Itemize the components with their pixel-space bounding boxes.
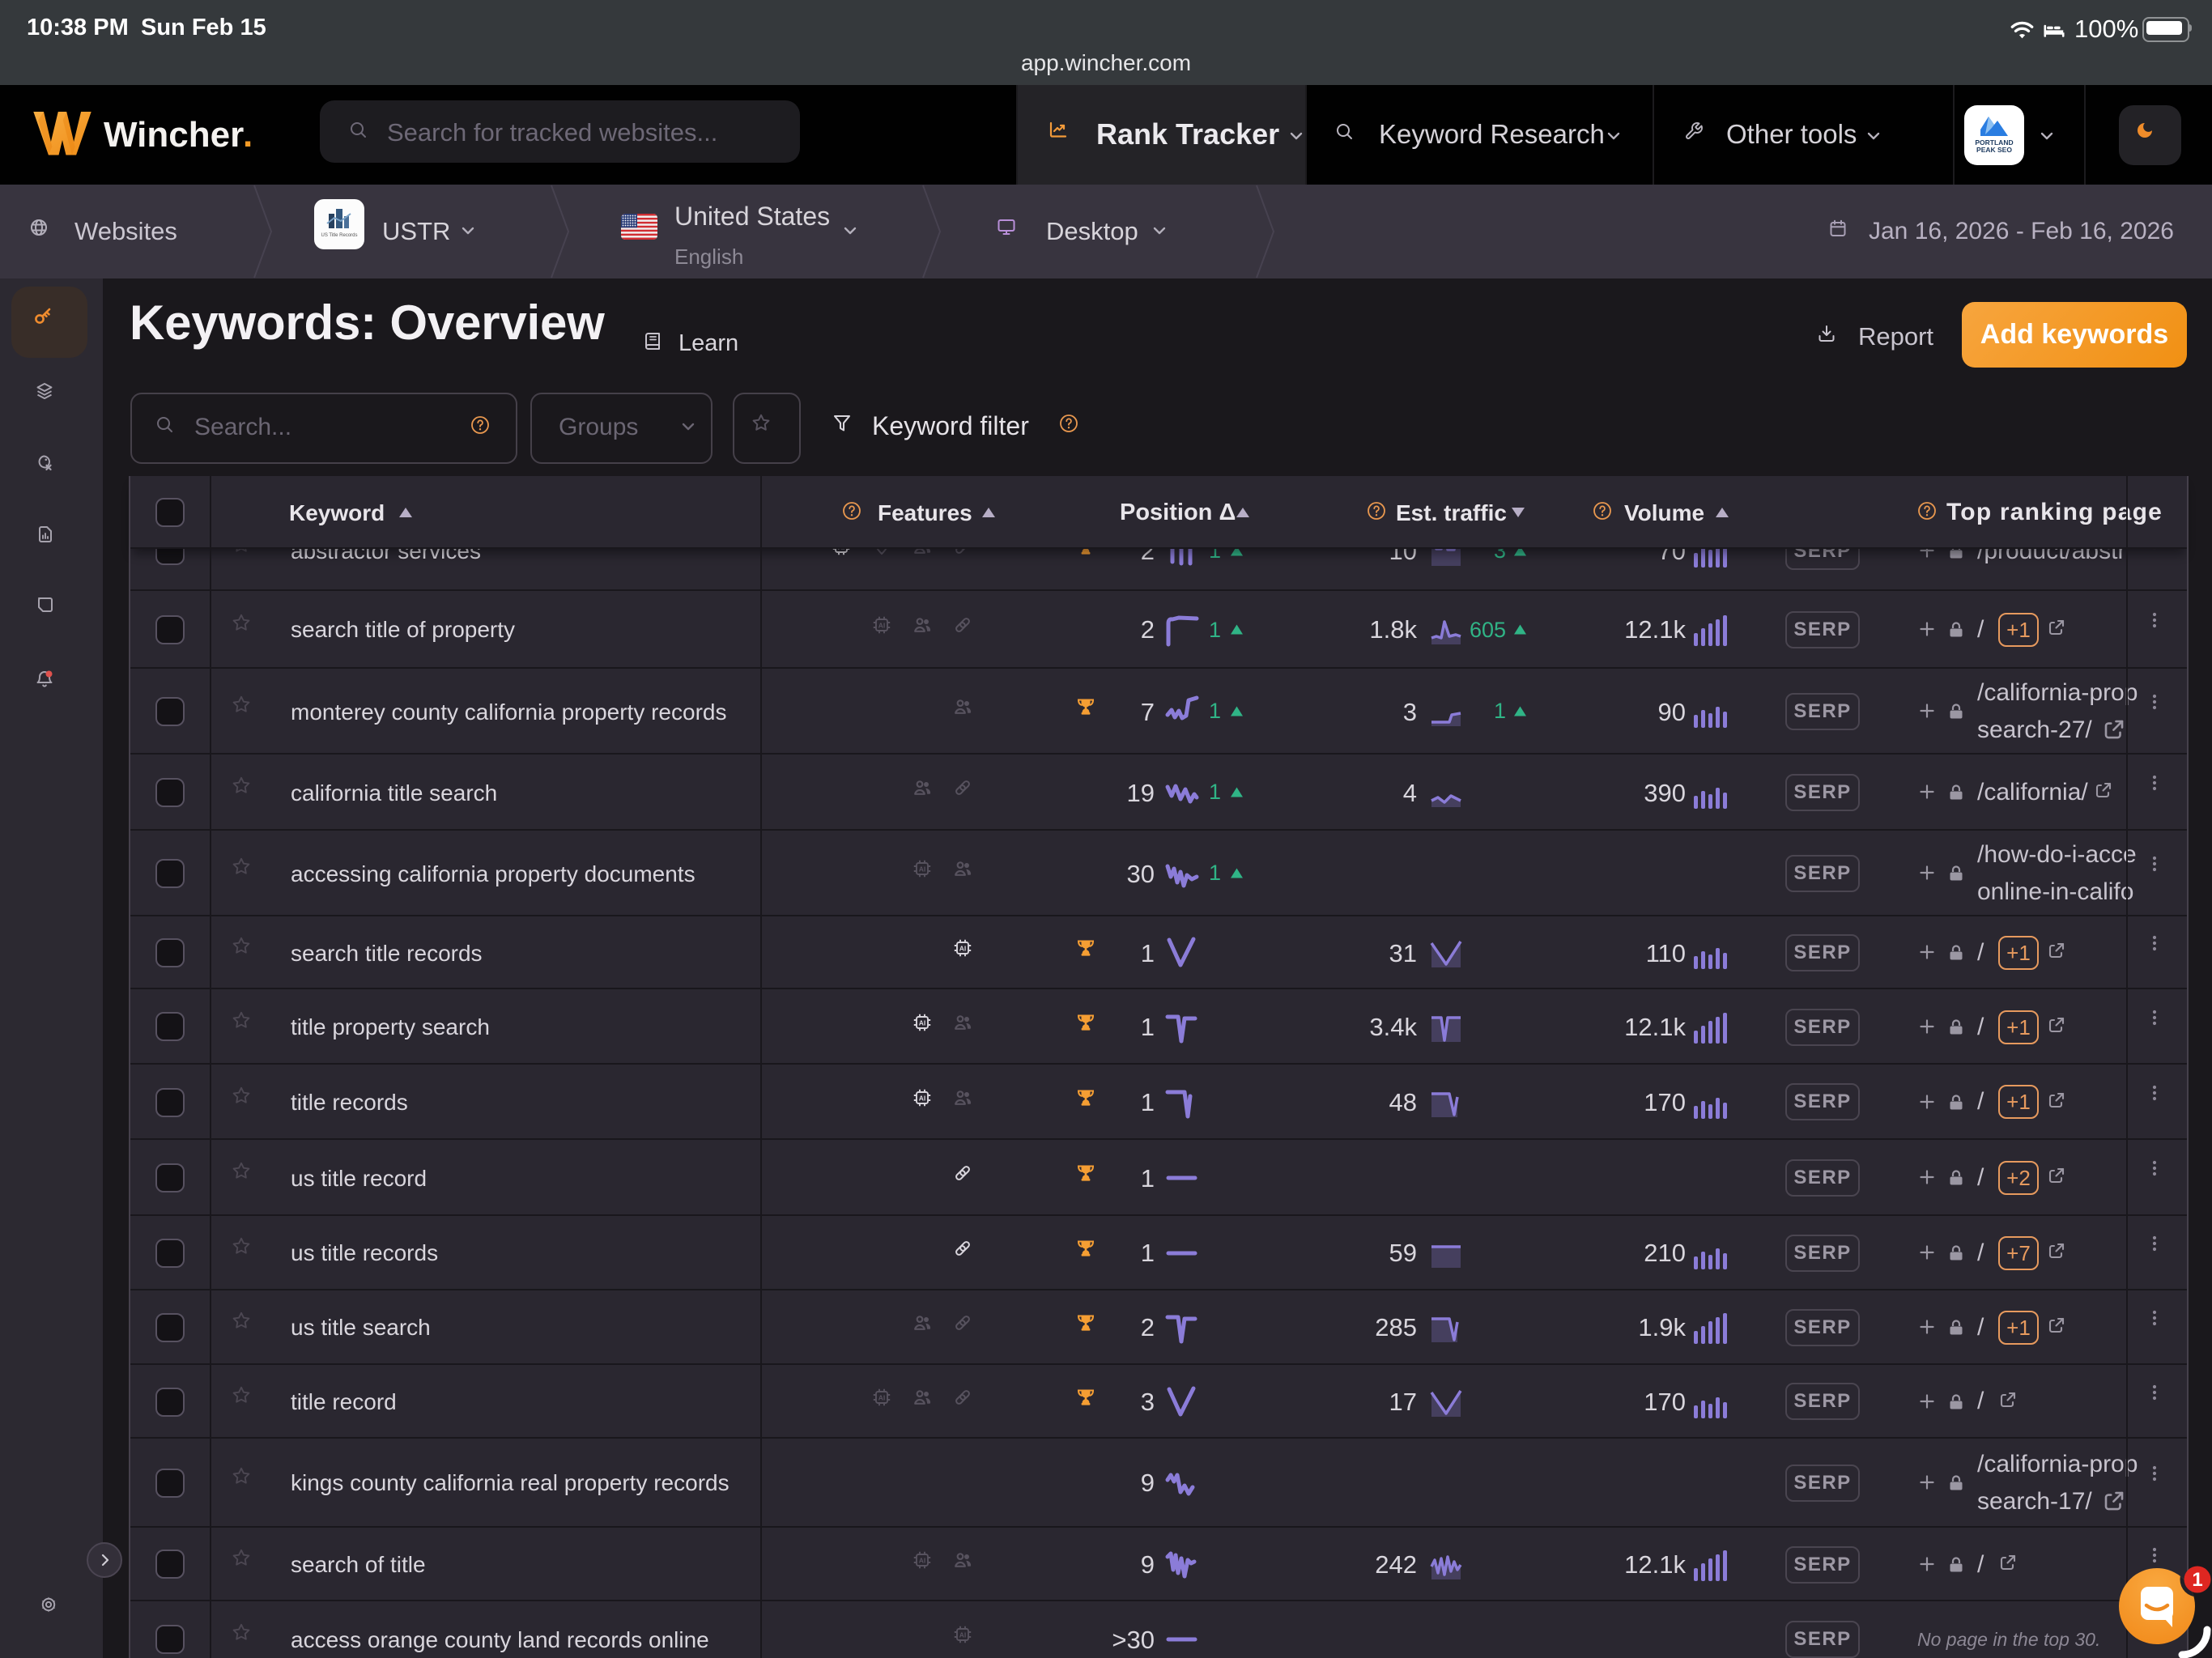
svg-text:AI: AI — [919, 865, 926, 873]
svg-text:AI: AI — [878, 1393, 886, 1401]
svg-text:PORTLAND: PORTLAND — [1975, 138, 2013, 147]
svg-text:AI: AI — [959, 944, 967, 952]
svg-text:AI: AI — [919, 1094, 926, 1102]
svg-text:PEAK SEO: PEAK SEO — [1976, 146, 2012, 154]
svg-text:US Title Records: US Title Records — [321, 233, 357, 238]
svg-text:AI: AI — [919, 1018, 926, 1027]
svg-text:AI: AI — [878, 621, 886, 629]
svg-text:AI: AI — [959, 1630, 967, 1639]
svg-text:AI: AI — [919, 1556, 926, 1564]
svg-text:1: 1 — [2192, 1569, 2202, 1591]
